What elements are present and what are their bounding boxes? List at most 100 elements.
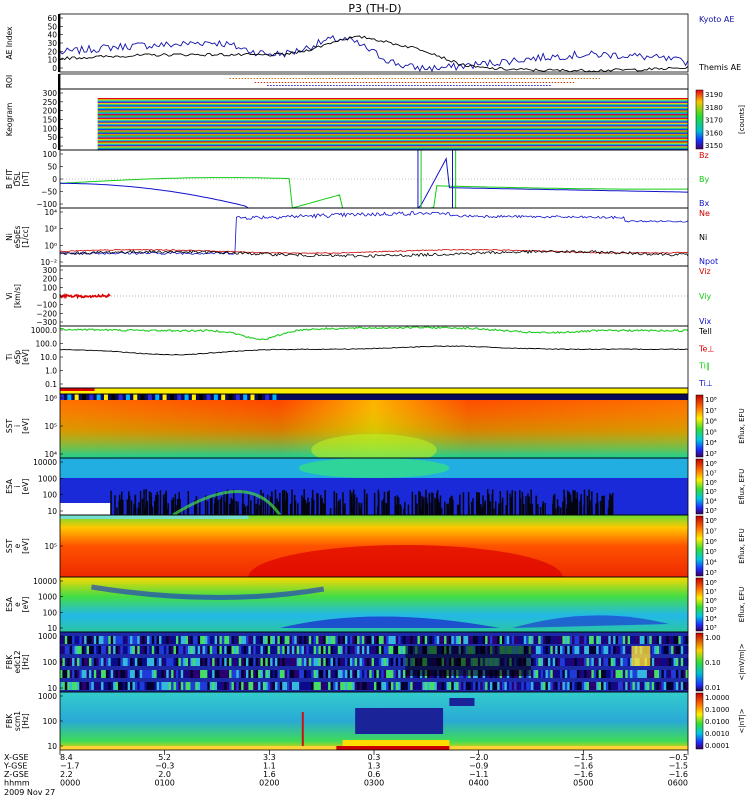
fbk-e-cell — [93, 670, 97, 678]
fbk-e-cell — [308, 658, 312, 666]
esa-ion-noise — [459, 494, 461, 515]
roi-dot — [528, 85, 530, 86]
fbk-e-cell — [328, 658, 331, 666]
roi-dot — [360, 85, 362, 86]
fbk-e-cell — [337, 658, 341, 666]
fbk-e-cell — [192, 682, 196, 690]
fbk-e-cell — [202, 636, 206, 644]
esa-ion-noise — [204, 495, 207, 515]
esa-ion-noise — [237, 506, 239, 515]
roi-dot — [337, 78, 339, 79]
roi-dot — [374, 82, 377, 83]
fbk-e-cell — [219, 682, 223, 690]
fbk-e-cell — [250, 670, 254, 678]
fbk-e-cell — [398, 670, 401, 678]
roi-dot — [287, 82, 290, 83]
fbk-e-cell — [555, 682, 558, 690]
sst-ion-burst — [250, 394, 255, 400]
fbk-e-cell — [545, 636, 549, 644]
roi-dot — [503, 82, 506, 83]
fbk-e-cell — [195, 646, 199, 654]
fbk-e-cell — [345, 658, 348, 666]
fbk-e-cell — [531, 658, 534, 666]
esa-ion-noise — [525, 496, 527, 515]
fbk-e-cell — [366, 646, 370, 654]
fbk-e-cell — [567, 646, 571, 654]
roi-dot — [493, 78, 495, 79]
fbk-e-cell — [533, 636, 537, 644]
esa-ion-noise — [306, 502, 308, 515]
roi-dot — [563, 82, 566, 83]
esa-ion-noise — [609, 501, 612, 515]
fbk-e-cell — [159, 682, 162, 690]
fbk-e-cell — [593, 646, 597, 654]
roi-dot — [324, 85, 326, 86]
fbk-e-cell — [84, 682, 87, 690]
fbk-e-cell — [183, 658, 186, 666]
fbk-e-cell — [137, 670, 141, 678]
roi-dot — [442, 78, 444, 79]
fbk-e-cell — [115, 636, 119, 644]
fbk-e-cell — [393, 682, 397, 690]
fbk-e-cell — [142, 658, 145, 666]
esa-ion-noise — [470, 501, 473, 515]
fbk-e-cell — [88, 670, 92, 678]
fbk-e-cell — [245, 636, 249, 644]
fbk-e-cell — [685, 658, 689, 666]
fbk-e-cell — [241, 670, 244, 678]
esa-ion-noise — [291, 489, 293, 515]
fbk-e-cell — [605, 646, 609, 654]
fbk-e-cell — [588, 682, 592, 690]
roi-dot — [452, 82, 455, 83]
fbk-e-cell — [584, 670, 587, 678]
keogram-stripe — [97, 111, 689, 114]
esa-ion-noise — [159, 490, 162, 515]
esa-ion-noise — [308, 501, 310, 515]
roi-dot — [256, 78, 258, 79]
fbk-e-cell — [93, 658, 97, 666]
fbk-e-cell — [593, 670, 597, 678]
esa-ion-noise — [573, 490, 575, 515]
fbk-e-cell — [555, 670, 558, 678]
roi-dot — [410, 82, 413, 83]
roi-dot — [488, 82, 491, 83]
keogram-stripe — [97, 105, 689, 108]
fbk-e-cell — [313, 646, 317, 654]
fbk-e-cell — [347, 636, 351, 644]
fbk-e-cell — [340, 658, 343, 666]
roi-dot — [497, 82, 500, 83]
fbk-e-cell — [671, 646, 674, 654]
esa-ion-noise — [569, 504, 571, 515]
y-tick-label: 100 — [43, 658, 58, 667]
colorbar-label: Eflux, EFU — [738, 587, 746, 622]
esa-ion-noise — [440, 507, 443, 515]
fbk-e-cell — [320, 636, 324, 644]
fbk-e-cell — [294, 646, 298, 654]
roi-dot — [574, 78, 576, 79]
fbk-e-cell — [615, 658, 619, 666]
footer-value: −1.6 — [669, 770, 688, 779]
fbk-e-cell — [149, 670, 153, 678]
roi-dot — [409, 78, 411, 79]
series-label: Themis AE — [698, 63, 741, 72]
fbk-e-cell — [303, 670, 307, 678]
roi-dot — [363, 85, 365, 86]
fbk-e-cell — [364, 658, 368, 666]
esa-ion-noise — [447, 508, 450, 515]
colorbar-tick: 10³ — [705, 624, 717, 632]
fbk-e-cell — [212, 658, 215, 666]
y-axis-label: [eV] — [21, 479, 30, 495]
fbk-e-cell — [253, 646, 257, 654]
keogram-stripe — [97, 98, 689, 100]
fbk-e-cell — [386, 682, 389, 690]
colorbar-tick: 10⁸ — [705, 579, 717, 587]
esa-ion-noise — [399, 504, 402, 515]
fbk-e-cell — [212, 646, 215, 654]
fbk-e-cell — [67, 646, 71, 654]
keogram-stripe — [97, 145, 689, 147]
fbk-e-cell — [328, 636, 331, 644]
footer-value: 2.2 — [60, 770, 73, 779]
fbk-e-cell — [357, 646, 360, 654]
